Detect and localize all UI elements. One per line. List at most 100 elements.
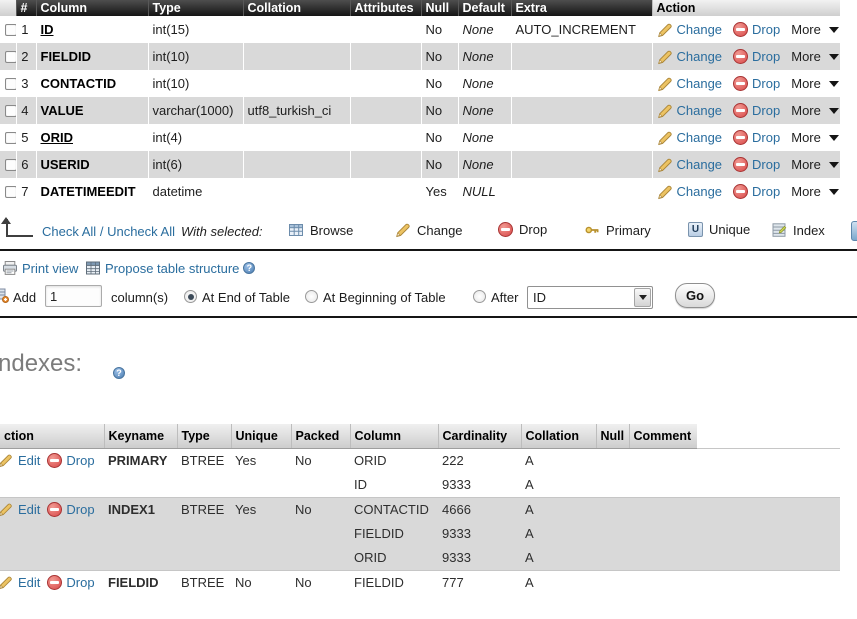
idx-header-cardinality: Cardinality (437, 424, 521, 449)
index-row: Edit Drop PRIMARY BTREE Yes No ORID 222 … (0, 447, 840, 497)
unique-icon: U (688, 222, 703, 237)
drop-link[interactable]: Drop (752, 157, 781, 172)
row-checkbox[interactable] (5, 131, 16, 144)
add-column-icon (0, 288, 9, 303)
index-button[interactable]: Index (771, 222, 825, 238)
edit-link[interactable]: Edit (18, 452, 41, 468)
browse-table-icon (288, 222, 304, 238)
row-checkbox[interactable] (5, 104, 16, 117)
action-cell: Change Drop More (651, 70, 840, 97)
type-cell: int(10) (147, 70, 243, 97)
chevron-down-icon[interactable] (828, 188, 839, 195)
select-button[interactable] (634, 288, 651, 307)
row-checkbox[interactable] (5, 77, 16, 90)
check-all-link[interactable]: Check All (42, 224, 97, 239)
idx-column: ID (354, 476, 367, 492)
idx-null (596, 496, 629, 570)
table-row: 1 ID int(15) No None AUTO_INCREMENT Chan… (0, 16, 840, 43)
chevron-down-icon[interactable] (828, 80, 839, 87)
collation-cell (242, 178, 350, 205)
go-button[interactable]: Go (675, 283, 715, 308)
change-link[interactable]: Change (676, 22, 723, 37)
idx-header-column: Column (349, 424, 438, 449)
drop-link[interactable]: Drop (66, 574, 95, 590)
idx-keyname: PRIMARY (104, 447, 177, 497)
radio-after[interactable] (473, 290, 486, 303)
header-default: Default (457, 0, 511, 16)
collation-cell (242, 16, 350, 43)
after-column-select[interactable]: ID (527, 286, 653, 309)
drop-link[interactable]: Drop (752, 22, 781, 37)
propose-structure-link[interactable]: Propose table structure (105, 260, 240, 276)
row-checkbox[interactable] (5, 185, 16, 198)
change-link[interactable]: Change (676, 76, 723, 91)
column-name-cell: USERID (35, 151, 148, 178)
radio-at-beginning[interactable] (305, 290, 318, 303)
drop-link[interactable]: Drop (752, 103, 781, 118)
idx-type: BTREE (177, 569, 231, 595)
edit-link[interactable]: Edit (18, 574, 41, 590)
cutoff-button-icon[interactable] (851, 221, 857, 241)
primary-button[interactable]: Primary (584, 222, 651, 238)
browse-button[interactable]: Browse (288, 222, 353, 238)
change-link[interactable]: Change (676, 157, 723, 172)
more-link[interactable]: More (791, 103, 821, 118)
uncheck-all-link[interactable]: Uncheck All (107, 224, 175, 239)
help-icon[interactable]: ? (243, 262, 256, 274)
type-cell: int(4) (147, 124, 243, 151)
pencil-icon (395, 222, 411, 238)
drop-button[interactable]: Drop (498, 222, 547, 237)
drop-link[interactable]: Drop (752, 184, 781, 199)
chevron-down-icon[interactable] (828, 161, 839, 168)
change-link[interactable]: Change (676, 184, 723, 199)
row-checkbox[interactable] (5, 23, 16, 36)
more-link[interactable]: More (791, 157, 821, 172)
drop-link[interactable]: Drop (66, 452, 95, 468)
change-link[interactable]: Change (676, 103, 723, 118)
header-attributes: Attributes (349, 0, 421, 16)
drop-link[interactable]: Drop (752, 49, 781, 64)
idx-filler (697, 447, 840, 497)
change-link[interactable]: Change (676, 130, 723, 145)
column-name-cell: FIELDID (35, 43, 148, 70)
chevron-down-icon[interactable] (828, 26, 839, 33)
unique-button[interactable]: U Unique (688, 222, 750, 237)
print-view-link[interactable]: Print view (22, 260, 79, 276)
drop-link[interactable]: Drop (752, 130, 781, 145)
null-cell: No (420, 151, 458, 178)
edit-link[interactable]: Edit (18, 501, 41, 517)
add-count-input[interactable] (45, 285, 102, 307)
row-checkbox[interactable] (5, 158, 16, 171)
column-name: CONTACTID (40, 76, 117, 91)
column-name: ID (40, 22, 54, 37)
chevron-down-icon[interactable] (828, 134, 839, 141)
more-link[interactable]: More (791, 130, 821, 145)
row-checkbox[interactable] (5, 50, 16, 63)
drop-link[interactable]: Drop (752, 76, 781, 91)
add-columns-bar: Add column(s) At End of Table At Beginni… (0, 282, 857, 310)
chevron-down-icon[interactable] (828, 107, 839, 114)
change-button[interactable]: Change (395, 222, 463, 238)
more-link[interactable]: More (791, 22, 821, 37)
help-icon[interactable]: ? (113, 367, 125, 379)
chevron-down-icon[interactable] (828, 53, 839, 60)
propose-structure-group: Propose table structure ? (85, 260, 256, 276)
drop-link[interactable]: Drop (66, 501, 95, 517)
idx-unique: Yes (231, 496, 291, 570)
more-link[interactable]: More (791, 76, 821, 91)
action-cell: Change Drop More (651, 43, 840, 70)
header-extra: Extra (510, 0, 652, 16)
change-link[interactable]: Change (676, 49, 723, 64)
index-subrow: ID 9333 A (0, 473, 840, 498)
check-all-arrow-icon (1, 217, 33, 237)
after-column-select-value: ID (533, 290, 546, 305)
more-link[interactable]: More (791, 49, 821, 64)
radio-at-end[interactable] (184, 290, 197, 303)
idx-header-packed: Packed (290, 424, 350, 449)
attributes-cell (349, 70, 421, 97)
idx-collation: A (521, 447, 596, 473)
table-row: 6 USERID int(6) No None Change Drop More (0, 151, 840, 178)
header-collation: Collation (242, 0, 350, 16)
more-link[interactable]: More (791, 184, 821, 199)
checkbox-cell (0, 70, 16, 97)
